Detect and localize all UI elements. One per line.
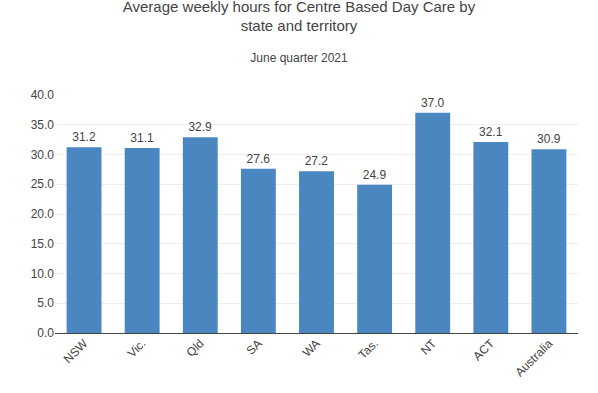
svg-text:15.0: 15.0 [31, 237, 55, 251]
svg-text:Average weekly hours for Centr: Average weekly hours for Centre Based Da… [123, 0, 476, 34]
svg-text:5.0: 5.0 [37, 296, 54, 310]
svg-text:Australia: Australia [512, 336, 555, 379]
svg-text:10.0: 10.0 [31, 267, 55, 281]
svg-text:ACT: ACT [470, 336, 497, 363]
svg-text:June quarter 2021: June quarter 2021 [250, 51, 348, 65]
svg-text:NT: NT [418, 336, 440, 358]
svg-text:25.0: 25.0 [31, 177, 55, 191]
svg-text:40.0: 40.0 [31, 88, 55, 102]
svg-text:20.0: 20.0 [31, 207, 55, 221]
svg-text:0.0: 0.0 [37, 326, 54, 340]
svg-text:SA: SA [244, 336, 265, 357]
svg-text:32.9: 32.9 [188, 120, 212, 134]
svg-text:30.9: 30.9 [537, 132, 561, 146]
svg-text:31.1: 31.1 [130, 131, 154, 145]
svg-text:Qld: Qld [184, 336, 207, 359]
svg-text:NSW: NSW [61, 336, 91, 366]
svg-text:37.0: 37.0 [421, 96, 445, 110]
svg-text:30.0: 30.0 [31, 148, 55, 162]
svg-text:27.6: 27.6 [247, 152, 271, 166]
svg-text:35.0: 35.0 [31, 118, 55, 132]
svg-text:27.2: 27.2 [305, 154, 329, 168]
svg-text:WA: WA [300, 336, 323, 359]
svg-text:32.1: 32.1 [479, 125, 503, 139]
svg-text:24.9: 24.9 [363, 168, 387, 182]
svg-text:Vic.: Vic. [125, 336, 149, 360]
svg-text:31.2: 31.2 [72, 130, 96, 144]
svg-text:Tas.: Tas. [356, 336, 381, 361]
